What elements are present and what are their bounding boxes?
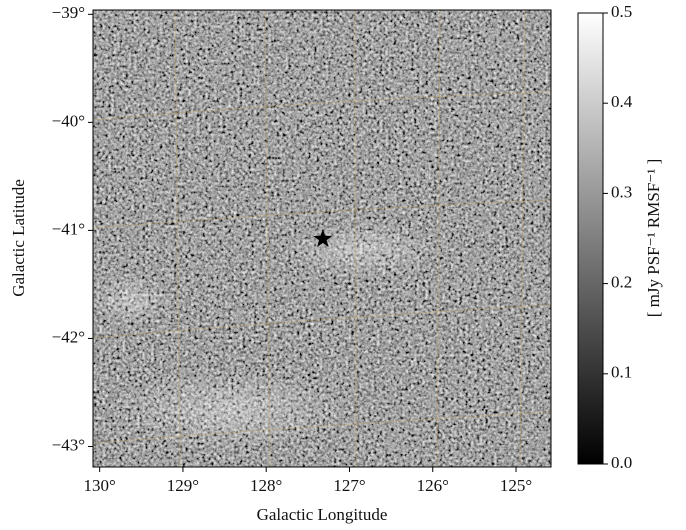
star-marker	[313, 229, 333, 248]
y-tick-label: −40°	[52, 111, 85, 130]
y-tick-label: −43°	[52, 435, 85, 454]
y-axis-label: Galactic Latitude	[9, 179, 28, 297]
colorbar-tick-label: 0.1	[611, 363, 632, 382]
colorbar-tick-label: 0.5	[611, 2, 632, 21]
emission	[93, 275, 170, 325]
x-axis-label: Galactic Longitude	[257, 505, 388, 524]
x-tick-label: 126°	[417, 476, 449, 495]
y-tick-label: −41°	[52, 219, 85, 238]
emission	[280, 222, 440, 278]
coordinate-grid	[93, 10, 551, 467]
emission	[110, 370, 350, 450]
x-tick-label: 127°	[333, 476, 365, 495]
plot-frame	[92, 9, 552, 468]
y-tick-label: −39°	[52, 3, 85, 22]
x-tick-label: 130°	[84, 476, 116, 495]
colorbar-label: [ mJy PSF⁻¹ RMSF⁻¹ ]	[644, 159, 663, 318]
colorbar-tick-label: 0.0	[611, 453, 632, 472]
colorbar-tick-label: 0.3	[611, 182, 632, 201]
x-tick-label: 129°	[167, 476, 199, 495]
x-tick-label: 128°	[250, 476, 282, 495]
colorbar-tick-label: 0.2	[611, 273, 632, 292]
y-tick-label: −42°	[52, 327, 85, 346]
x-tick-label: 125°	[500, 476, 532, 495]
colorbar-tick-label: 0.4	[611, 92, 633, 111]
colorbar	[577, 12, 604, 465]
